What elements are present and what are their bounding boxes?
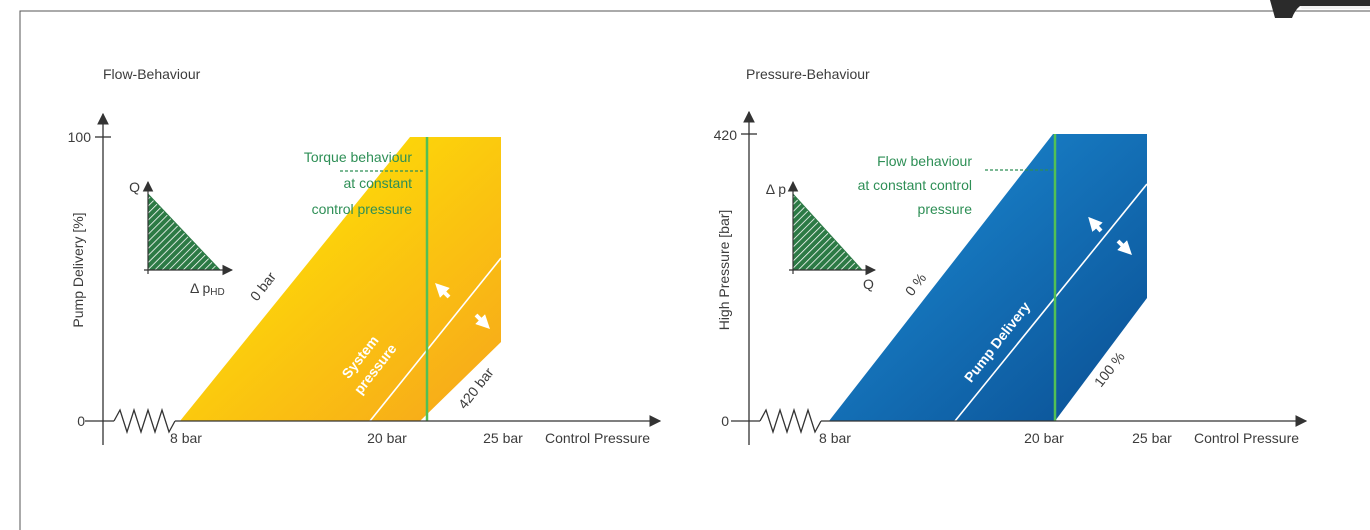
start-line-label: 0 % <box>902 270 929 299</box>
x-axis-label: Control Pressure <box>1194 430 1299 446</box>
x-tick-label-8: 8 bar <box>819 430 851 446</box>
flow-behaviour-panel: Flow-Behaviour 100 0 Pump Delivery [%] 8… <box>68 66 662 446</box>
y-tick-label-max: 100 <box>68 129 92 145</box>
x-tick-label-25: 25 bar <box>483 430 523 446</box>
corner-photo-highlight <box>1300 6 1370 9</box>
y-tick-label-min: 0 <box>721 413 729 429</box>
annotation-line-3: control pressure <box>312 201 413 217</box>
y-axis-label: Pump Delivery [%] <box>70 212 86 327</box>
arrow-up-left <box>435 283 451 299</box>
pump-delivery-line <box>954 183 1148 422</box>
system-pressure-line <box>369 257 502 422</box>
panel-title: Pressure-Behaviour <box>746 66 870 82</box>
inset-diagram: Q Δ pHD <box>129 179 234 298</box>
arrow-up-left <box>1088 216 1103 233</box>
spring-zigzag <box>113 407 176 435</box>
inset-x-label: Q <box>863 276 874 292</box>
pressure-behaviour-panel: Pressure-Behaviour 420 0 High Pressure [… <box>714 66 1308 446</box>
annotation-line-2: at constant <box>344 175 413 191</box>
start-line-label: 0 bar <box>247 269 279 304</box>
annotation-line-2: at constant control <box>858 177 972 193</box>
inset-y-label: Q <box>129 179 140 195</box>
x-tick-label-8: 8 bar <box>170 430 202 446</box>
x-tick-label-20: 20 bar <box>1024 430 1064 446</box>
arrow-down-right <box>474 313 490 329</box>
inset-x-label-main: Δ p <box>190 280 210 296</box>
inset-x-label: Δ pHD <box>190 280 225 298</box>
x-tick-label-20: 20 bar <box>367 430 407 446</box>
spring-zigzag <box>759 407 822 435</box>
inset-x-label-sub: HD <box>210 287 224 298</box>
inset-x-label-main: Q <box>863 276 874 292</box>
x-axis-label: Control Pressure <box>545 430 650 446</box>
annotation-line-1: Flow behaviour <box>877 153 972 169</box>
annotation-line-3: pressure <box>918 201 973 217</box>
x-tick-label-25: 25 bar <box>1132 430 1172 446</box>
operating-band <box>829 134 1147 421</box>
page-frame <box>19 10 1370 530</box>
y-axis-label: High Pressure [bar] <box>716 210 732 331</box>
y-tick-label-min: 0 <box>77 413 85 429</box>
annotation-line-1: Torque behaviour <box>304 149 413 165</box>
y-tick-label-max: 420 <box>714 127 738 143</box>
inset-diagram: Δ p Q <box>766 180 877 292</box>
inset-triangle <box>792 192 864 271</box>
arrow-down-right <box>1116 239 1132 255</box>
inset-y-label: Δ p <box>766 181 786 197</box>
operating-band <box>180 137 501 421</box>
inset-triangle <box>147 192 222 271</box>
panel-title: Flow-Behaviour <box>103 66 201 82</box>
corner-photo-fragment <box>1270 0 1370 18</box>
